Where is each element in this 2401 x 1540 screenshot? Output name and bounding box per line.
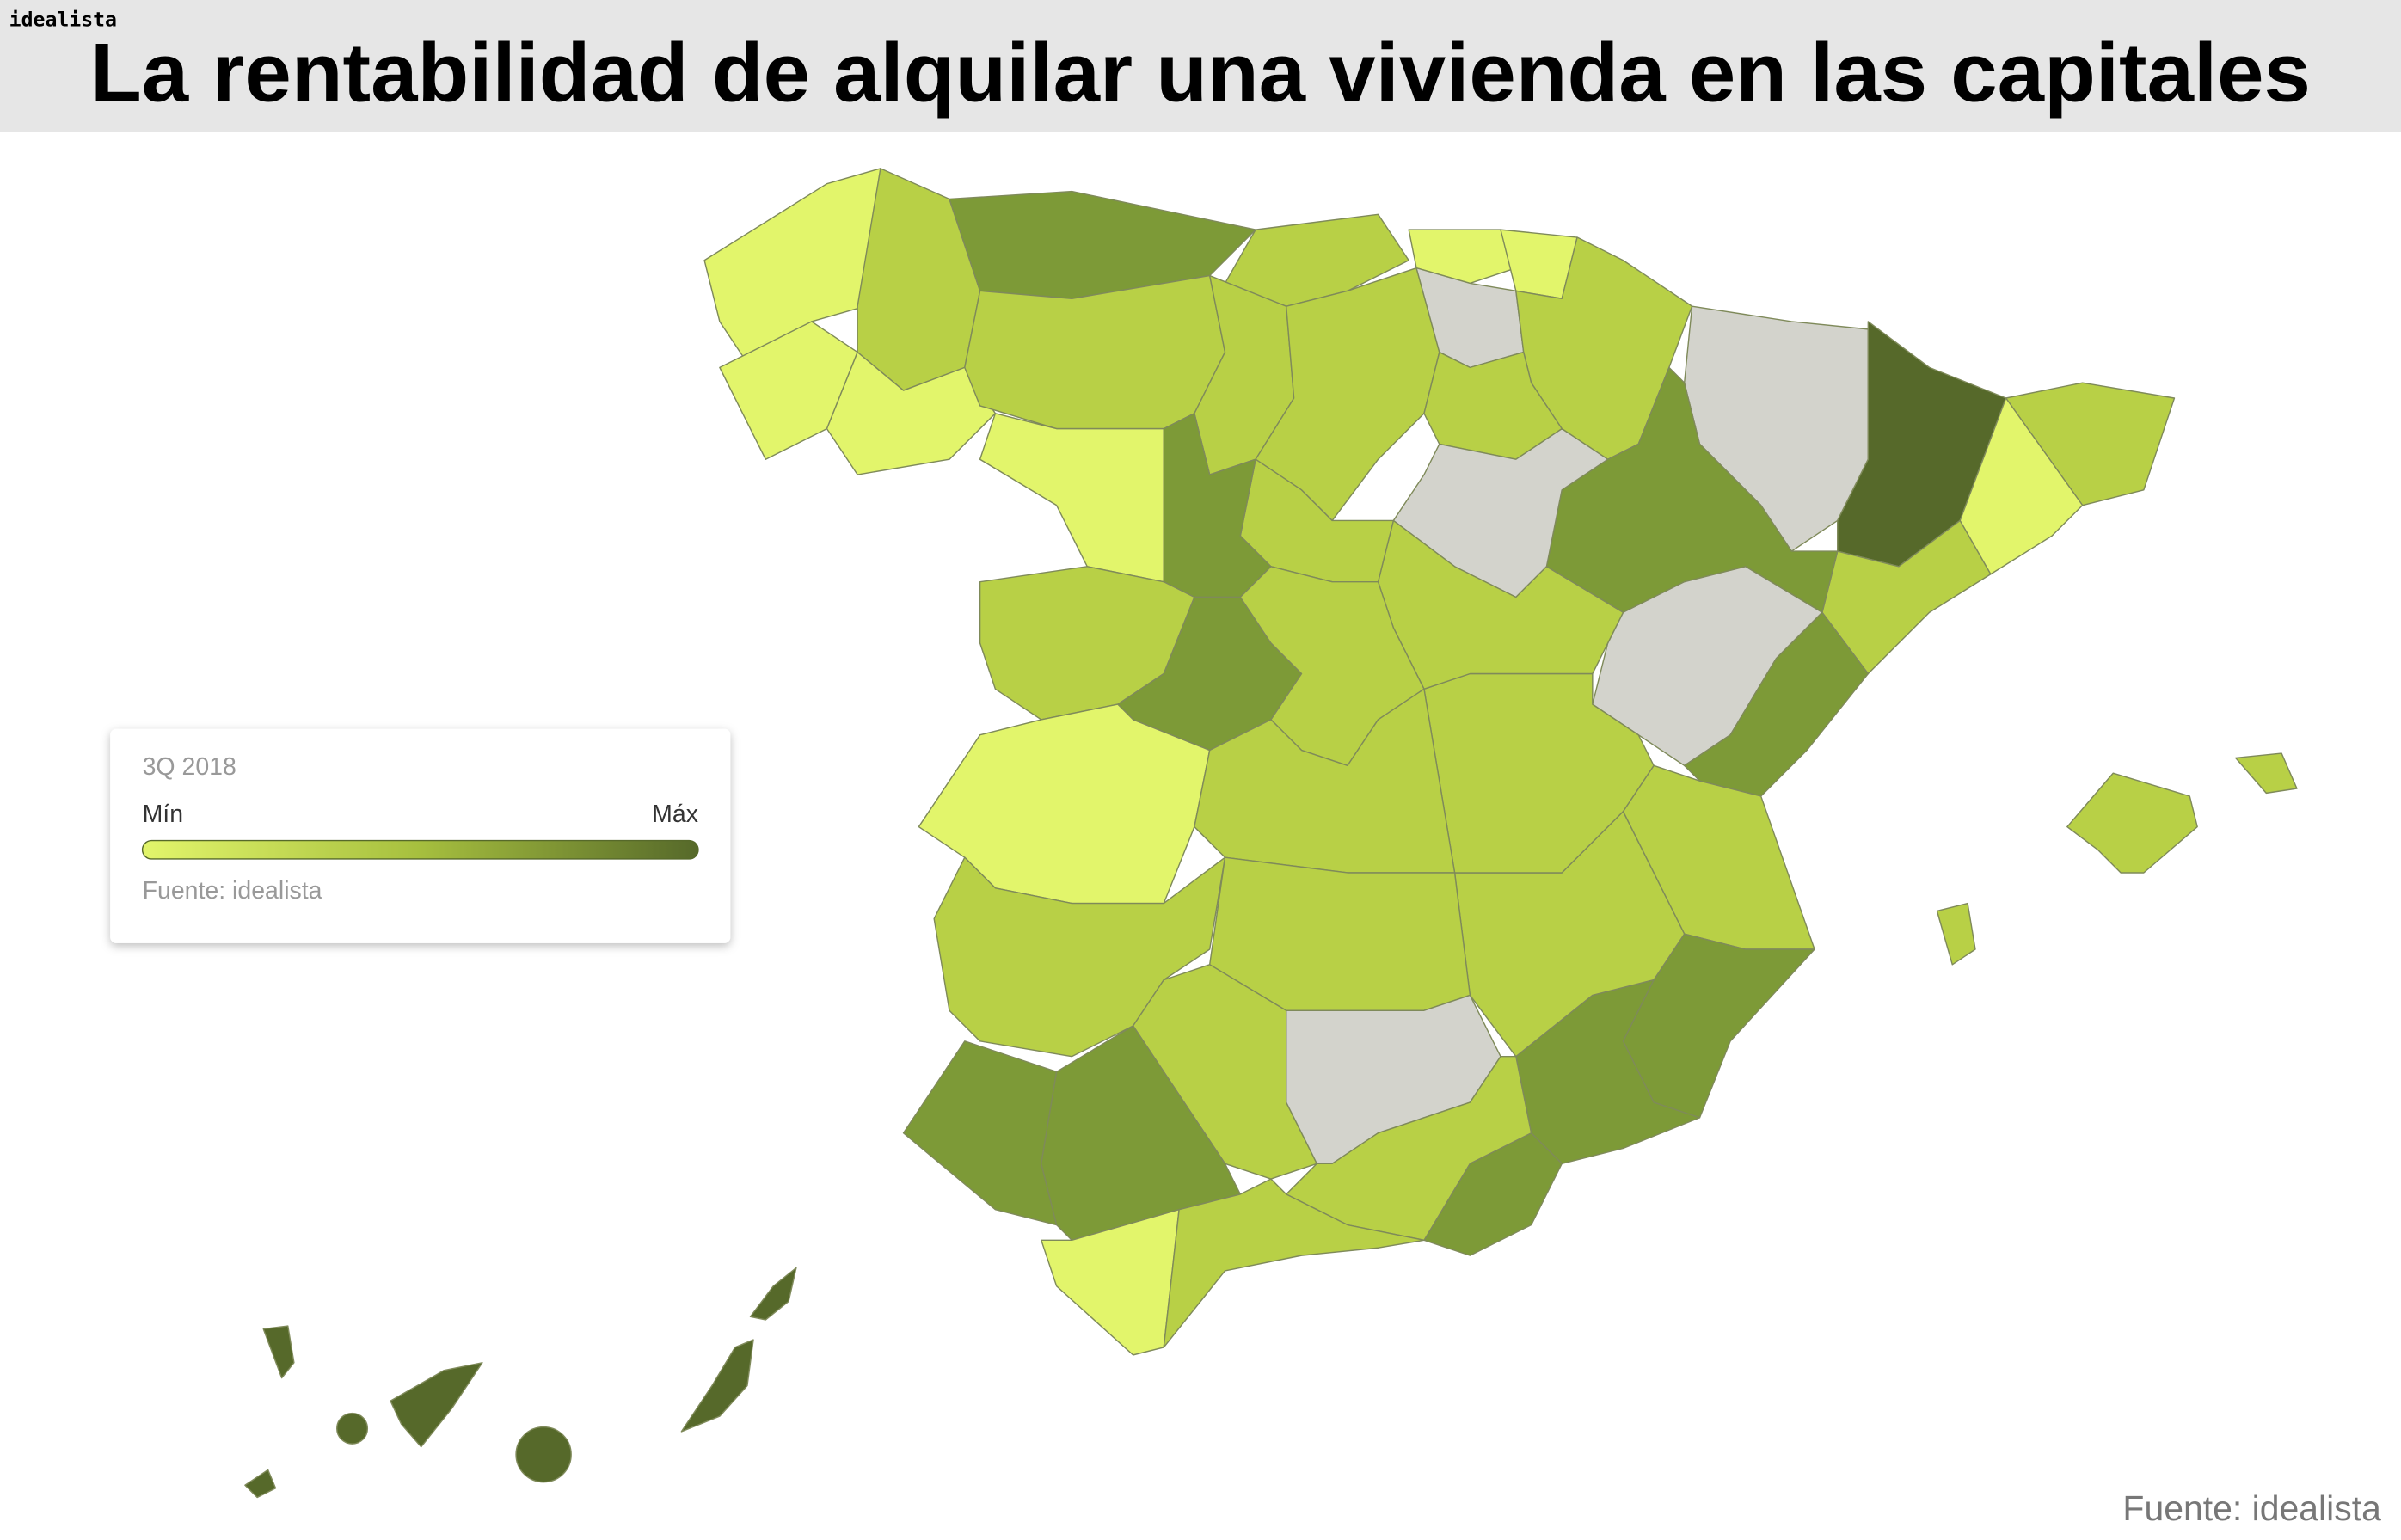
island <box>262 1325 295 1379</box>
province <box>2066 772 2198 874</box>
island <box>749 1267 797 1321</box>
legend-scale <box>141 839 699 860</box>
province <box>979 413 1164 583</box>
header-bar <box>0 0 2401 132</box>
island <box>390 1362 483 1448</box>
province <box>1408 229 1517 285</box>
legend-period: 3Q 2018 <box>143 753 236 781</box>
legend-box <box>110 728 731 943</box>
province <box>2234 752 2298 795</box>
province <box>1194 688 1456 874</box>
title: La rentabilidad de alquilar una vivienda… <box>90 28 2311 120</box>
province <box>1936 902 1976 966</box>
province <box>964 274 1226 430</box>
province <box>703 168 881 369</box>
province <box>1959 397 2084 575</box>
province <box>902 1040 1058 1226</box>
province <box>1041 1209 1180 1356</box>
island <box>680 1339 754 1433</box>
province <box>1163 1178 1425 1348</box>
legend-max: Máx <box>652 801 698 828</box>
province <box>933 856 1226 1058</box>
island <box>244 1469 277 1499</box>
brand: idealista <box>9 9 117 31</box>
legend: 3Q 2018 Mín Máx Fuente: idealista <box>110 728 731 943</box>
legend-min: Mín <box>143 801 183 828</box>
province <box>1255 267 1440 522</box>
provinces <box>244 168 2298 1499</box>
footer-source: Fuente: idealista <box>2122 1488 2381 1528</box>
legend-source: Fuente: idealista <box>143 877 322 905</box>
island <box>515 1426 572 1483</box>
island <box>336 1412 369 1445</box>
